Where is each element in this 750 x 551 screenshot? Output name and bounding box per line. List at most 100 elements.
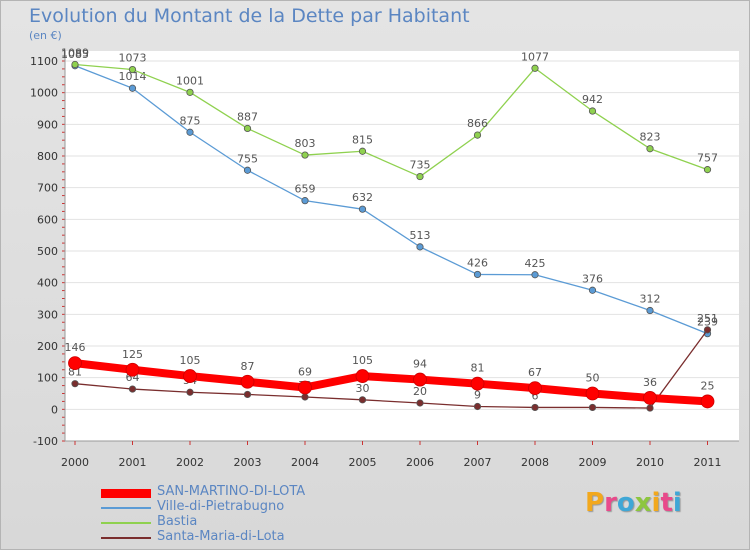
y-tick-label: 200 bbox=[37, 340, 58, 353]
legend-label: Ville-di-Pietrabugno bbox=[157, 499, 285, 514]
legend-label: SAN-MARTINO-DI-LOTA bbox=[157, 484, 306, 499]
data-label: 81 bbox=[471, 362, 485, 375]
data-label: 425 bbox=[525, 257, 546, 270]
plot-area bbox=[65, 51, 739, 441]
data-point bbox=[531, 271, 539, 279]
y-tick-label: 900 bbox=[37, 118, 58, 131]
x-tick-label: 2007 bbox=[464, 456, 492, 469]
data-point bbox=[186, 128, 194, 136]
data-label: 632 bbox=[352, 191, 373, 204]
data-point bbox=[703, 166, 712, 174]
data-label: 1014 bbox=[119, 70, 147, 83]
y-tick-label: -100 bbox=[33, 435, 58, 448]
x-tick-label: 2011 bbox=[694, 456, 722, 469]
x-tick-label: 2008 bbox=[521, 456, 549, 469]
data-label: 1073 bbox=[119, 52, 147, 65]
series-line bbox=[74, 329, 709, 409]
data-label: 25 bbox=[701, 379, 715, 392]
data-point bbox=[413, 372, 427, 387]
legend-swatch bbox=[101, 522, 151, 524]
x-tick-label: 2001 bbox=[119, 456, 147, 469]
data-point bbox=[646, 404, 654, 412]
series-line bbox=[74, 65, 709, 335]
data-label: 735 bbox=[410, 159, 431, 172]
data-point bbox=[128, 385, 137, 393]
data-label: 803 bbox=[295, 137, 316, 150]
data-label: 815 bbox=[352, 133, 373, 146]
series-line bbox=[71, 359, 712, 406]
data-label: 875 bbox=[180, 114, 201, 127]
unit-label: (en €) bbox=[29, 29, 62, 42]
y-tick-label: 500 bbox=[37, 245, 58, 258]
data-label: 146 bbox=[65, 341, 86, 354]
y-tick-label: 600 bbox=[37, 213, 58, 226]
data-point bbox=[355, 369, 370, 383]
data-point bbox=[71, 380, 79, 388]
data-label: 105 bbox=[352, 354, 373, 367]
data-label: 1001 bbox=[176, 74, 204, 87]
data-label: 94 bbox=[413, 358, 427, 371]
data-point bbox=[71, 60, 79, 69]
data-point bbox=[358, 147, 367, 155]
data-label: 125 bbox=[122, 348, 143, 361]
data-label: 50 bbox=[586, 372, 600, 385]
data-point bbox=[301, 197, 309, 205]
data-point bbox=[128, 65, 137, 74]
data-label: 67 bbox=[528, 366, 542, 379]
data-point bbox=[703, 326, 712, 334]
x-tick-label: 2006 bbox=[406, 456, 434, 469]
data-point bbox=[646, 306, 654, 315]
legend-swatch bbox=[101, 489, 151, 498]
data-point bbox=[301, 151, 309, 159]
x-tick-label: 2002 bbox=[176, 456, 204, 469]
y-tick-label: 1000 bbox=[30, 87, 58, 100]
data-label: 6 bbox=[532, 389, 539, 402]
data-point bbox=[358, 396, 367, 404]
x-tick-label: 2009 bbox=[579, 456, 607, 469]
logo-letter: x bbox=[634, 488, 652, 518]
data-label: 426 bbox=[467, 256, 488, 269]
data-point bbox=[243, 390, 252, 399]
logo-letter: i bbox=[651, 488, 661, 518]
data-label: 513 bbox=[410, 229, 431, 242]
data-label: 105 bbox=[180, 354, 201, 367]
data-point bbox=[473, 402, 482, 411]
data-label: 20 bbox=[413, 385, 427, 398]
legend-label: Bastia bbox=[157, 514, 198, 529]
legend-label: Santa-Maria-di-Lota bbox=[157, 529, 285, 544]
data-point bbox=[588, 403, 597, 412]
data-label: 755 bbox=[237, 152, 258, 165]
data-label: 376 bbox=[582, 272, 603, 285]
data-label: 757 bbox=[697, 152, 718, 165]
data-point bbox=[585, 386, 600, 401]
data-point bbox=[528, 381, 542, 396]
x-tick-label: 2005 bbox=[349, 456, 377, 469]
data-point bbox=[588, 107, 597, 115]
data-label: 239 bbox=[697, 316, 718, 329]
y-tick-label: 1100 bbox=[30, 55, 58, 68]
data-point bbox=[588, 286, 597, 294]
data-label: 866 bbox=[467, 117, 488, 130]
data-point bbox=[531, 64, 539, 72]
data-point bbox=[183, 369, 197, 383]
data-point bbox=[531, 403, 539, 412]
data-point bbox=[473, 270, 482, 279]
y-tick-label: 300 bbox=[37, 308, 58, 321]
data-point bbox=[186, 88, 194, 96]
logo-letter: r bbox=[604, 488, 617, 518]
data-label: 312 bbox=[640, 293, 661, 306]
data-point bbox=[243, 166, 252, 174]
data-label: 30 bbox=[356, 382, 370, 395]
data-label: 251 bbox=[697, 312, 718, 325]
data-point bbox=[643, 391, 657, 405]
chart-title: Evolution du Montant de la Dette par Hab… bbox=[29, 5, 470, 27]
data-label: 1089 bbox=[61, 46, 89, 59]
logo-letter: i bbox=[672, 488, 682, 518]
data-label: 823 bbox=[640, 131, 661, 144]
data-point bbox=[68, 356, 82, 371]
data-label: 887 bbox=[237, 110, 258, 123]
data-label: 659 bbox=[295, 183, 316, 196]
legend-item: Ville-di-Pietrabugno bbox=[101, 499, 361, 516]
y-tick-label: 400 bbox=[37, 277, 58, 290]
